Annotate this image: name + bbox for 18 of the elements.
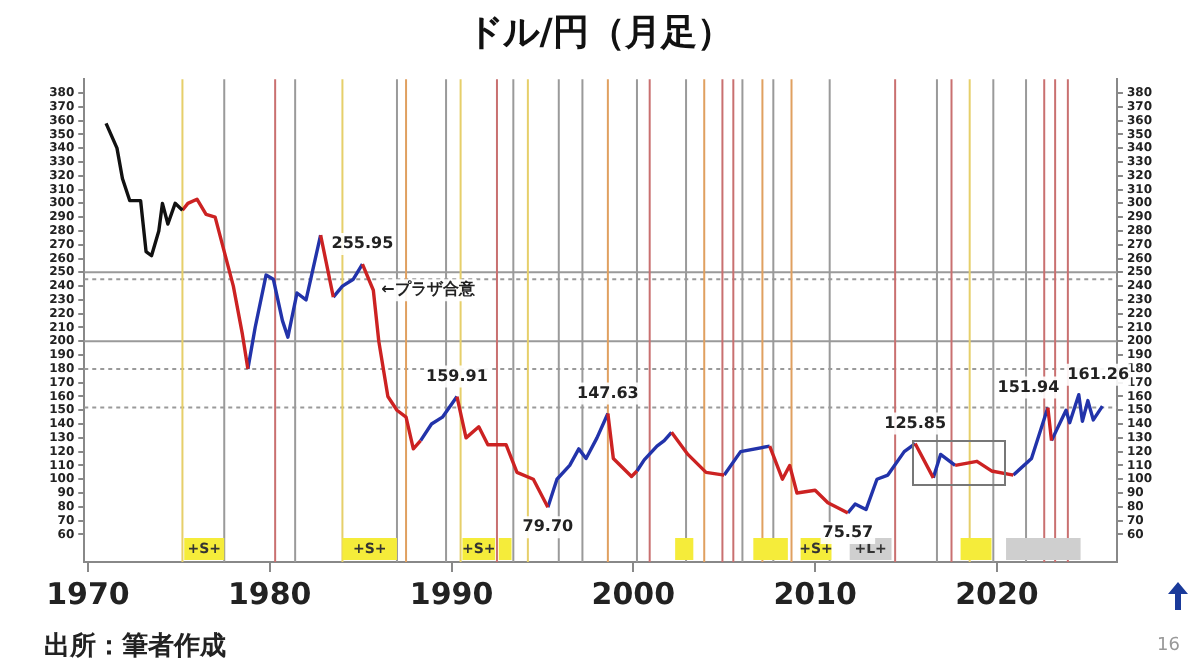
x-tick-label: 2000 (591, 575, 676, 612)
annotation: 159.91 (426, 366, 489, 385)
chart-title: ドル/円（月足） (465, 10, 735, 56)
text: 16 (1157, 636, 1180, 656)
x-tick-label: 2020 (955, 575, 1039, 612)
annotation: 75.57 (822, 523, 874, 542)
annotation: 151.94 (997, 377, 1061, 396)
x-tick-label: 1990 (409, 575, 494, 612)
x-tick-label: 1980 (227, 575, 312, 612)
annotation: 79.70 (522, 517, 575, 536)
text: 出所：筆者作成 (44, 630, 226, 664)
x-tick-label: 2010 (773, 575, 857, 612)
annotation: 147.63 (577, 383, 639, 402)
annotation: 255.95 (331, 234, 395, 253)
annotation: ←プラザ合意 (381, 280, 477, 299)
annotation: 125.85 (884, 413, 947, 432)
x-tick-label: 1970 (46, 575, 130, 612)
annotation: 161.26 (1067, 364, 1130, 383)
